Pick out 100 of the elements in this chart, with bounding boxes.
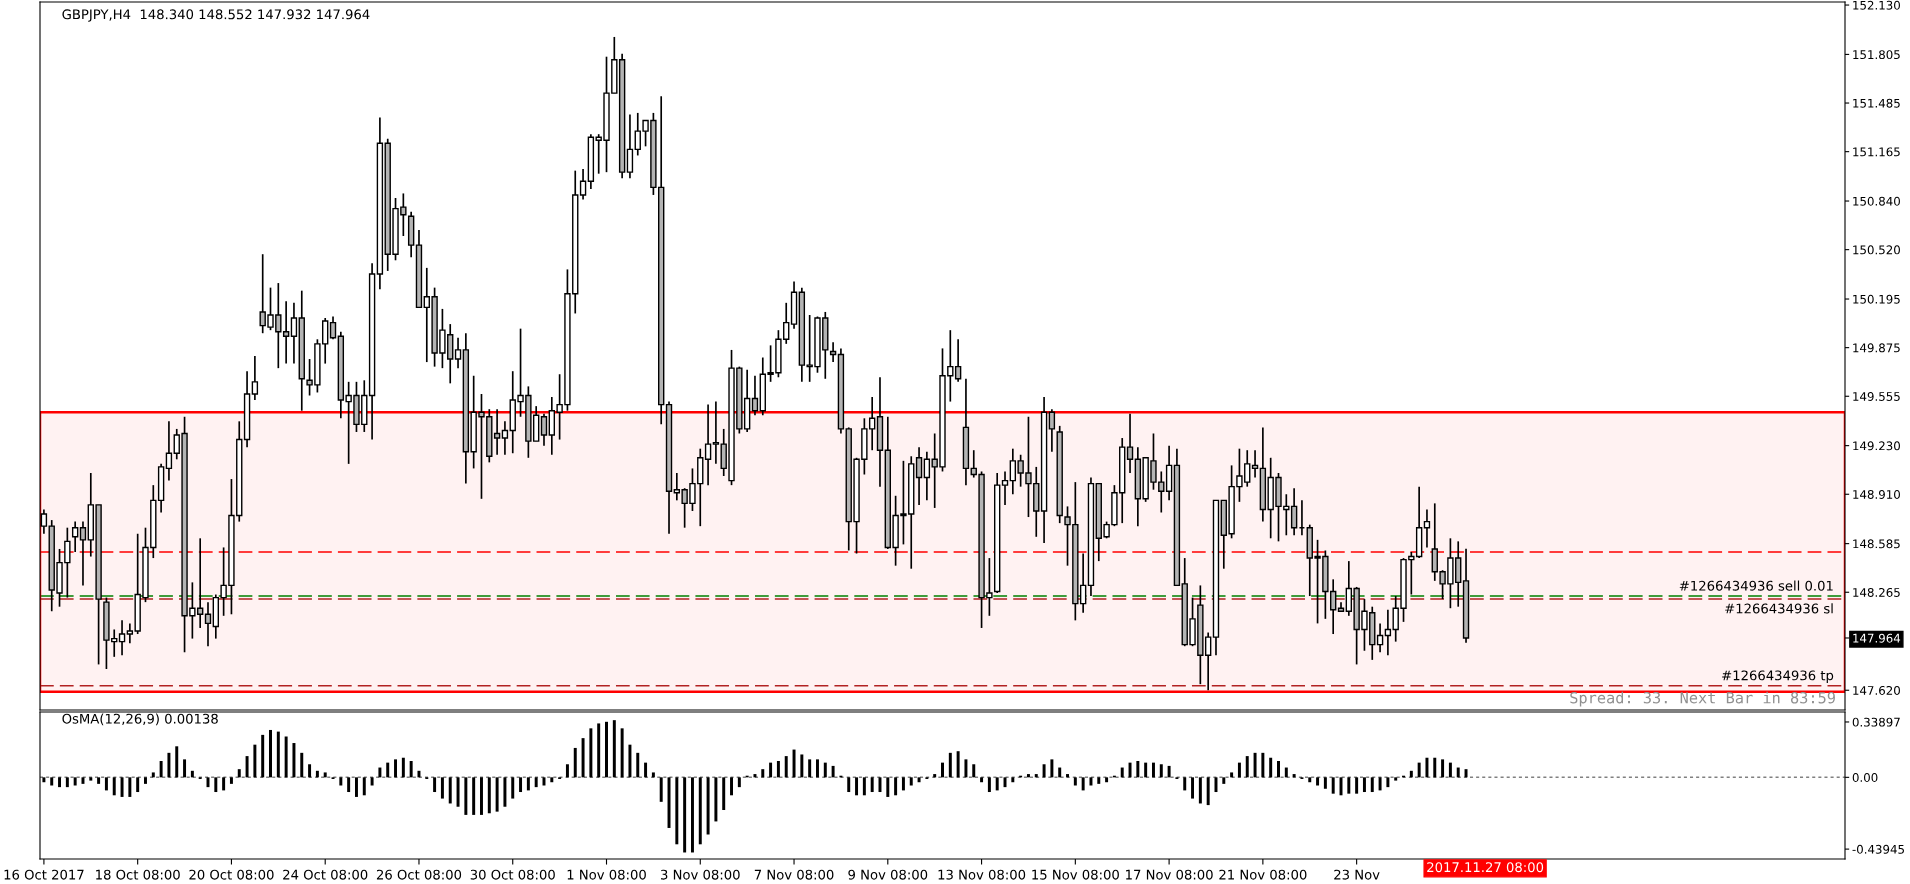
bar <box>1456 767 1460 778</box>
bar <box>550 777 554 783</box>
candlestick <box>204 601 212 648</box>
x-tick-label: 16 Oct 2017 <box>4 869 84 880</box>
x-tick-label: 24 Oct 08:00 <box>283 869 368 880</box>
bar <box>1026 774 1030 778</box>
candlestick <box>251 355 259 401</box>
bar <box>378 767 382 778</box>
ref-line-label: #1266434936 sl <box>1725 603 1833 614</box>
candlestick <box>829 341 837 363</box>
bar <box>58 777 62 788</box>
x-tick-label: 26 Oct 08:00 <box>376 869 462 880</box>
bar <box>1253 752 1257 778</box>
bar <box>909 777 913 786</box>
ref-line-label: #1266434936 sell 0.01 <box>1679 580 1833 591</box>
bar <box>354 777 358 797</box>
bar <box>136 777 140 793</box>
bar <box>1105 777 1109 783</box>
bar <box>151 772 155 778</box>
bar <box>1284 767 1288 778</box>
y-tick-label: 152.130 <box>1853 0 1900 10</box>
bar <box>237 769 241 778</box>
candlestick <box>712 400 720 465</box>
bar <box>1222 777 1226 784</box>
candlestick <box>1423 508 1431 549</box>
bar <box>987 777 991 793</box>
bar <box>1308 777 1312 783</box>
x-tick-label: 1 Nov 08:00 <box>567 869 646 880</box>
bar <box>948 752 952 778</box>
bar <box>792 749 796 778</box>
candlestick <box>79 520 87 587</box>
x-tick-label: 23 Nov <box>1334 869 1380 880</box>
bar <box>1073 777 1077 786</box>
bar <box>1448 762 1452 778</box>
bar <box>620 728 624 778</box>
bar <box>104 777 108 791</box>
bar <box>1355 777 1359 794</box>
bar <box>605 721 608 778</box>
bar <box>1198 777 1202 804</box>
bar <box>1144 762 1148 778</box>
bar <box>831 765 835 778</box>
bar <box>292 743 296 778</box>
x-tick-label: 13 Nov 08:00 <box>938 869 1026 880</box>
bar <box>1417 762 1421 778</box>
bar <box>386 762 390 778</box>
bar <box>1370 777 1374 793</box>
bar <box>980 777 984 783</box>
y-tick-label: -0.43945 <box>1852 844 1904 854</box>
bar <box>1089 777 1093 786</box>
bar <box>1378 777 1382 791</box>
bar <box>644 762 648 778</box>
bar <box>534 777 538 788</box>
bar <box>269 729 272 778</box>
bar <box>1237 762 1241 778</box>
candlestick <box>329 315 337 341</box>
ref-line-label: #1266434936 tp <box>1722 670 1834 683</box>
y-tick-label: 149.555 <box>1853 391 1900 401</box>
bar <box>690 777 694 853</box>
bar <box>480 777 483 815</box>
bar <box>1323 777 1327 789</box>
bar <box>753 774 757 778</box>
bar <box>659 777 663 802</box>
bar <box>73 777 77 786</box>
candlestick <box>1376 622 1384 654</box>
candlestick <box>579 168 587 201</box>
y-tick-label: 151.805 <box>1853 50 1900 60</box>
bar <box>722 777 726 810</box>
bar <box>464 777 468 815</box>
bar <box>1081 777 1085 791</box>
bar <box>800 754 804 778</box>
candlestick <box>915 446 923 506</box>
bar <box>1331 777 1335 794</box>
bar <box>1277 761 1280 778</box>
bar <box>1425 757 1429 778</box>
bar <box>323 772 327 778</box>
bar <box>730 777 734 796</box>
bar <box>1347 777 1351 794</box>
bar <box>1151 762 1155 778</box>
bar <box>956 751 960 778</box>
bar <box>1433 757 1437 778</box>
candlestick <box>704 403 712 486</box>
bar <box>1136 761 1140 778</box>
bar <box>50 777 54 786</box>
bar <box>776 761 780 778</box>
bar <box>581 738 585 778</box>
x-tick-label: 20 Oct 08:00 <box>189 869 274 880</box>
candlestick <box>1251 449 1259 479</box>
bar <box>81 777 85 784</box>
y-tick-label: 147.620 <box>1853 685 1900 695</box>
bar <box>1441 759 1445 778</box>
y-tick-label: 150.840 <box>1853 196 1900 206</box>
bar <box>112 777 116 796</box>
bar <box>120 777 124 797</box>
bar <box>855 777 859 796</box>
candlestick <box>454 336 462 369</box>
bar <box>503 777 507 807</box>
text: GBPJPY,H4 148.340 148.552 147.932 147.964 <box>62 9 370 22</box>
y-tick-label: 151.165 <box>1853 147 1900 157</box>
bar <box>1394 777 1398 781</box>
bar <box>1362 777 1366 793</box>
